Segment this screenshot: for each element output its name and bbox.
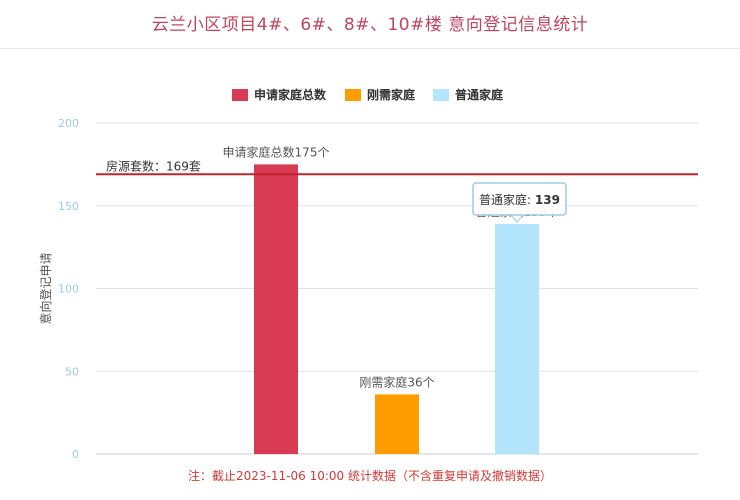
bar bbox=[254, 164, 298, 454]
footnote: 注：截止2023-11-06 10:00 统计数据（不含重复申请及撤销数据） bbox=[188, 469, 552, 483]
legend-label: 刚需家庭 bbox=[367, 87, 415, 102]
chart-title: 云兰小区项目4#、6#、8#、10#楼 意向登记信息统计 bbox=[151, 15, 589, 35]
y-axis-label: 意向登记申请 bbox=[38, 252, 53, 324]
legend-swatch bbox=[345, 89, 361, 101]
legend-swatch bbox=[232, 89, 248, 101]
tooltip-box bbox=[472, 182, 567, 216]
legend-swatch bbox=[433, 89, 449, 101]
bar bbox=[375, 394, 419, 454]
y-tick-label: 0 bbox=[72, 448, 79, 461]
y-tick-label: 50 bbox=[65, 365, 79, 378]
legend-label: 普通家庭 bbox=[455, 87, 503, 102]
reference-line-label: 房源套数：169套 bbox=[106, 158, 201, 173]
y-tick-label: 200 bbox=[58, 117, 79, 130]
legend-label: 申请家庭总数 bbox=[254, 87, 327, 102]
data-label: 申请家庭总数175个 bbox=[223, 144, 330, 159]
chart: 0 50 100 150 200 意向登记申请 申请家庭总数 刚需家庭 普通家庭申请家庭总数17… bbox=[38, 87, 698, 461]
y-tick-label: 150 bbox=[58, 200, 79, 213]
tooltip-label: 普通家庭: bbox=[479, 192, 535, 207]
data-label: 刚需家庭36个 bbox=[359, 374, 434, 389]
title-bar: 云兰小区项目4#、6#、8#、10#楼 意向登记信息统计 bbox=[0, 0, 740, 49]
y-tick-label: 100 bbox=[58, 283, 79, 296]
tooltip-value: 139 bbox=[535, 193, 560, 207]
bar bbox=[495, 223, 539, 454]
tooltip-text: 普通家庭: 139 bbox=[479, 192, 560, 207]
